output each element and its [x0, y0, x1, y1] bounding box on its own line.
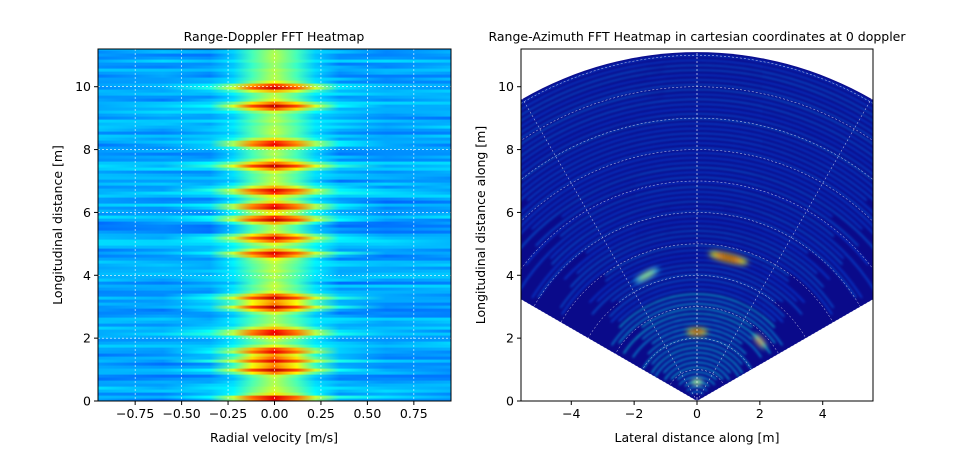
ra-ytick-label: 10 — [498, 79, 514, 94]
rd-ytick-label: 8 — [83, 142, 91, 157]
ra-range-ring — [521, 55, 873, 104]
ra-return-blob — [638, 270, 656, 281]
rd-ytick-label: 2 — [83, 331, 91, 346]
ra-xtick-label: 0 — [693, 406, 701, 421]
rd-xtick-label: 0.50 — [353, 406, 381, 421]
rd-grid — [98, 49, 451, 401]
ra-xtick-label: −2 — [625, 406, 643, 421]
ra-return-blob — [757, 338, 763, 345]
ra-angle-line — [696, 95, 873, 401]
rd-heatmap — [98, 49, 451, 401]
ra-angle-line — [521, 95, 698, 401]
rd-xtick-label: 0.00 — [261, 406, 289, 421]
ra-xlabel: Lateral distance along [m] — [615, 430, 780, 445]
rd-x-axis: −0.75 −0.50 −0.25 0.00 0.25 0.50 0.75 — [116, 401, 428, 421]
ra-ytick-label: 2 — [506, 331, 514, 346]
ra-angle-line — [521, 299, 698, 401]
rd-ytick-label: 4 — [83, 268, 91, 283]
ra-angle-line — [696, 299, 873, 401]
ra-xtick-label: −4 — [562, 406, 580, 421]
ra-returns — [634, 251, 767, 386]
ra-x-axis: −4 −2 0 2 4 — [562, 401, 827, 421]
ra-return-blob — [720, 255, 737, 261]
range-azimuth-chart: Range-Azimuth FFT Heatmap in cartesian c… — [473, 29, 906, 445]
ra-range-ring — [539, 243, 855, 401]
rd-title: Range-Doppler FFT Heatmap — [184, 29, 365, 44]
rd-xtick-label: −0.25 — [209, 406, 247, 421]
rd-xtick-label: 0.75 — [400, 406, 428, 421]
rd-xtick-label: −0.50 — [162, 406, 200, 421]
ra-ytick-label: 8 — [506, 142, 514, 157]
rd-y-axis: 0 2 4 6 8 10 — [75, 79, 98, 409]
rd-xlabel: Radial velocity [m/s] — [210, 430, 338, 445]
ra-xtick-label: 2 — [756, 406, 764, 421]
ra-title: Range-Azimuth FFT Heatmap in cartesian c… — [488, 29, 906, 44]
ra-ytick-label: 6 — [506, 205, 514, 220]
rd-ytick-label: 10 — [75, 79, 91, 94]
ra-return-blob — [693, 330, 701, 334]
ra-ytick-label: 0 — [506, 394, 514, 409]
ra-range-ring — [521, 212, 873, 335]
rd-ylabel: Longitudinal distance [m] — [50, 145, 65, 305]
rd-ytick-label: 0 — [83, 394, 91, 409]
ra-ylabel: Longitudinal distance along [m] — [473, 126, 488, 324]
ra-xtick-label: 4 — [819, 406, 827, 421]
range-doppler-chart: Range-Doppler FFT Heatmap −0.75 −0.50 −0.2… — [50, 29, 452, 445]
rd-xtick-label: −0.75 — [116, 406, 154, 421]
ra-y-axis: 0 2 4 6 8 10 — [498, 79, 521, 409]
ra-ytick-label: 4 — [506, 268, 514, 283]
rd-ytick-label: 6 — [83, 205, 91, 220]
rd-xtick-label: 0.25 — [307, 406, 335, 421]
